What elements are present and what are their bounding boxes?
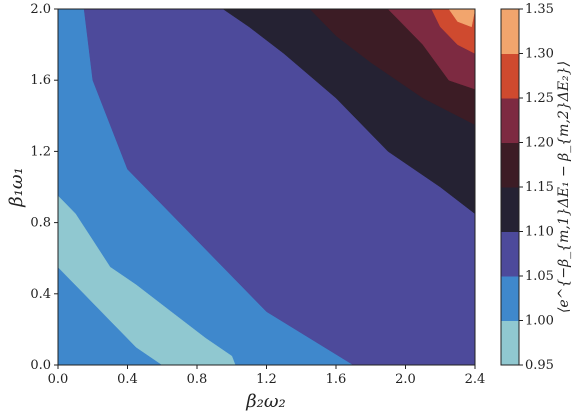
colorbar: 0.95 1.00 1.05 1.10 1.15 1.20 1.25 1.30 1.35 [500, 2, 554, 373]
x-tick-label: 1.2 [256, 372, 277, 387]
contour-layer [58, 9, 475, 365]
y-tick-label: 2.0 [30, 2, 51, 17]
colorbar-swatch [501, 231, 519, 277]
y-tick-label: 1.6 [30, 73, 51, 88]
x-tick-label: 2.4 [465, 372, 486, 387]
colorbar-tick-label: 1.25 [525, 91, 554, 106]
x-axis-label: β₂ω₂ [245, 391, 286, 412]
x-tick-label: 0.4 [117, 372, 138, 387]
x-tick-label: 1.6 [326, 372, 347, 387]
plot-area [57, 8, 476, 366]
x-tick-label: 2.0 [395, 372, 416, 387]
x-tick-label: 0.8 [187, 372, 208, 387]
colorbar-tick-label: 1.20 [525, 136, 554, 151]
y-axis-label: β₁ω₁ [6, 167, 27, 208]
colorbar-tick-label: 1.05 [525, 269, 554, 284]
y-axis: 0.0 0.4 0.8 1.2 1.6 2.0 [30, 2, 58, 373]
colorbar-swatch [501, 187, 519, 232]
colorbar-tick-label: 1.30 [525, 47, 554, 62]
contour-region-5 [448, 9, 475, 28]
colorbar-swatch [501, 142, 519, 188]
colorbar-swatch [501, 98, 519, 143]
y-tick-label: 0.8 [30, 216, 51, 231]
colorbar-swatch [501, 276, 519, 321]
x-tick-label: 0.0 [48, 372, 69, 387]
colorbar-swatch [501, 9, 519, 54]
colorbar-label: ⟨e^{−β_{m,1}ΔE₁ − β_{m,2}ΔE₂}⟩ [556, 61, 572, 313]
y-tick-label: 1.2 [30, 144, 51, 159]
colorbar-tick-label: 1.15 [525, 180, 554, 195]
colorbar-tick-label: 1.35 [525, 2, 554, 17]
y-tick-label: 0.0 [30, 358, 51, 373]
colorbar-tick-label: 1.00 [525, 314, 554, 329]
contour-region-6 [58, 195, 236, 365]
colorbar-tick-label: 0.95 [525, 358, 554, 373]
colorbar-swatch [501, 53, 519, 99]
y-tick-label: 0.4 [30, 287, 51, 302]
x-axis: 0.0 0.4 0.8 1.2 1.6 2.0 2.4 [48, 365, 486, 387]
colorbar-tick-label: 1.10 [525, 225, 554, 240]
colorbar-swatch [501, 320, 519, 366]
